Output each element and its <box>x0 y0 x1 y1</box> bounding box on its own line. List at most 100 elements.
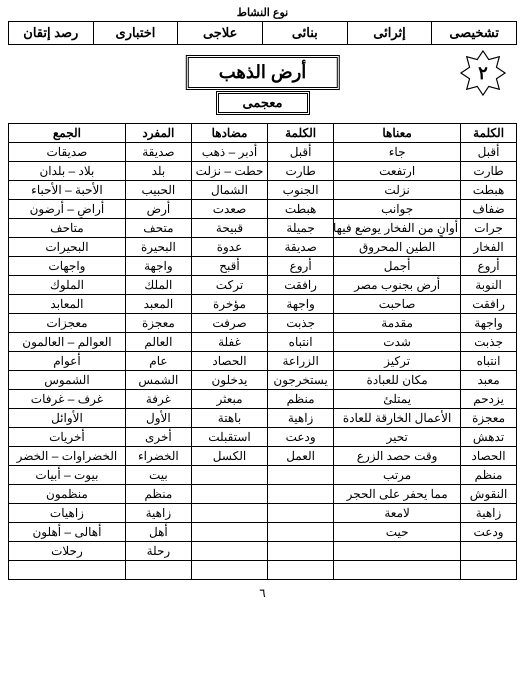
table-cell: الحصاد <box>461 447 517 466</box>
table-cell: جاء <box>334 143 461 162</box>
table-cell: بيوت – أبيات <box>9 466 126 485</box>
table-cell: صعدت <box>191 200 267 219</box>
table-cell: غرفة <box>125 390 191 409</box>
table-cell: حيت <box>334 523 461 542</box>
col-header: مضادها <box>191 124 267 143</box>
table-cell: تدهش <box>461 428 517 447</box>
col-header: الكلمة <box>461 124 517 143</box>
table-cell: أرض بجنوب مصر <box>334 276 461 295</box>
table-cell: النوبة <box>461 276 517 295</box>
table-cell <box>268 504 334 523</box>
table-cell: الحصاد <box>191 352 267 371</box>
table-cell: استقبلت <box>191 428 267 447</box>
table-cell: أخرى <box>125 428 191 447</box>
lesson-number-star: ٢ <box>459 49 507 97</box>
table-cell: أوانٍ من الفخار يوضع فيها الماء <box>334 219 461 238</box>
table-cell <box>191 504 267 523</box>
type-cell: بنائى <box>262 22 347 44</box>
type-cell: اختبارى <box>93 22 178 44</box>
vocab-table: الكلمة معناها الكلمة مضادها المفرد الجمع… <box>8 123 517 580</box>
table-cell: بلاد – بلدان <box>9 162 126 181</box>
table-cell: مبعثر <box>191 390 267 409</box>
table-cell: زاهية <box>125 504 191 523</box>
table-cell: واجهة <box>461 314 517 333</box>
table-cell <box>268 561 334 580</box>
table-cell: الزراعة <box>268 352 334 371</box>
page-number: ٦ <box>8 586 517 600</box>
table-cell: الأعمال الخارقة للعادة <box>334 409 461 428</box>
table-row: أقبلجاءأقبلأدبر – ذهبصديقةصديقات <box>9 143 517 162</box>
table-cell: مرتب <box>334 466 461 485</box>
table-cell: الحبيب <box>125 181 191 200</box>
table-cell: لامعة <box>334 504 461 523</box>
table-cell <box>268 466 334 485</box>
table-cell: عدوة <box>191 238 267 257</box>
table-cell: صديقة <box>268 238 334 257</box>
table-cell: صاحبت <box>334 295 461 314</box>
table-cell: يمتلئ <box>334 390 461 409</box>
table-cell: منظم <box>461 466 517 485</box>
table-row: يزدحميمتلئمنظممبعثرغرفةغرف – غرفات <box>9 390 517 409</box>
type-cell: تشخيصى <box>431 22 516 44</box>
table-cell <box>191 485 267 504</box>
table-cell: يستخرجون <box>268 371 334 390</box>
table-cell: الجنوب <box>268 181 334 200</box>
table-cell: الملك <box>125 276 191 295</box>
table-cell: الأوائل <box>9 409 126 428</box>
col-header: الجمع <box>9 124 126 143</box>
table-cell: صرفت <box>191 314 267 333</box>
col-header: معناها <box>334 124 461 143</box>
table-cell: الملوك <box>9 276 126 295</box>
table-cell: أعوام <box>9 352 126 371</box>
table-cell <box>334 542 461 561</box>
table-cell: الشمال <box>191 181 267 200</box>
table-cell: ارتفعت <box>334 162 461 181</box>
table-cell: الخضراوات – الخضر <box>9 447 126 466</box>
type-cell: علاجى <box>177 22 262 44</box>
table-cell: يزدحم <box>461 390 517 409</box>
lesson-header: ٢ أرض الذهب معجمى <box>8 51 517 109</box>
table-cell: رافقت <box>268 276 334 295</box>
table-cell: الأول <box>125 409 191 428</box>
table-row: منظممرتببيتبيوت – أبيات <box>9 466 517 485</box>
table-cell <box>268 542 334 561</box>
table-cell: جرات <box>461 219 517 238</box>
activity-type-label: نوع النشاط <box>8 6 517 19</box>
table-header-row: الكلمة معناها الكلمة مضادها المفرد الجمع <box>9 124 517 143</box>
table-row: زاهيةلامعةزاهيةزاهيات <box>9 504 517 523</box>
table-cell: بلد <box>125 162 191 181</box>
table-cell: منظمون <box>9 485 126 504</box>
table-cell: جوانب <box>334 200 461 219</box>
table-cell: طارت <box>268 162 334 181</box>
table-cell: زاهية <box>461 504 517 523</box>
table-cell <box>334 561 461 580</box>
table-cell: متاحف <box>9 219 126 238</box>
table-cell <box>125 561 191 580</box>
table-cell: متحف <box>125 219 191 238</box>
section-subtitle: معجمى <box>216 91 310 115</box>
table-cell: الشموس <box>9 371 126 390</box>
table-row: الحصادوقت حصد الزرعالعملالكسلالخضراءالخض… <box>9 447 517 466</box>
table-row: انتباهتركيزالزراعةالحصادعامأعوام <box>9 352 517 371</box>
table-cell: وقت حصد الزرع <box>334 447 461 466</box>
table-cell: مقدمة <box>334 314 461 333</box>
table-cell <box>191 542 267 561</box>
table-cell: المعبد <box>125 295 191 314</box>
table-cell: ودعت <box>268 428 334 447</box>
table-row: معبدمكان للعبادةيستخرجونيدخلونالشمسالشمو… <box>9 371 517 390</box>
lesson-title: أرض الذهب <box>186 55 340 90</box>
table-cell: الكسل <box>191 447 267 466</box>
table-cell <box>191 523 267 542</box>
table-cell: الطين المحروق <box>334 238 461 257</box>
table-row: الفخارالطين المحروقصديقةعدوةالبحيرةالبحي… <box>9 238 517 257</box>
table-cell: منظم <box>125 485 191 504</box>
table-cell: عام <box>125 352 191 371</box>
table-cell: صديقات <box>9 143 126 162</box>
table-cell: زاهيات <box>9 504 126 523</box>
table-cell: أرض <box>125 200 191 219</box>
table-cell: أقبل <box>268 143 334 162</box>
table-row: طارتارتفعتطارتحطت – نزلتبلدبلاد – بلدان <box>9 162 517 181</box>
table-cell: معجزات <box>9 314 126 333</box>
table-cell: واجهات <box>9 257 126 276</box>
type-cell: إثرائى <box>347 22 432 44</box>
